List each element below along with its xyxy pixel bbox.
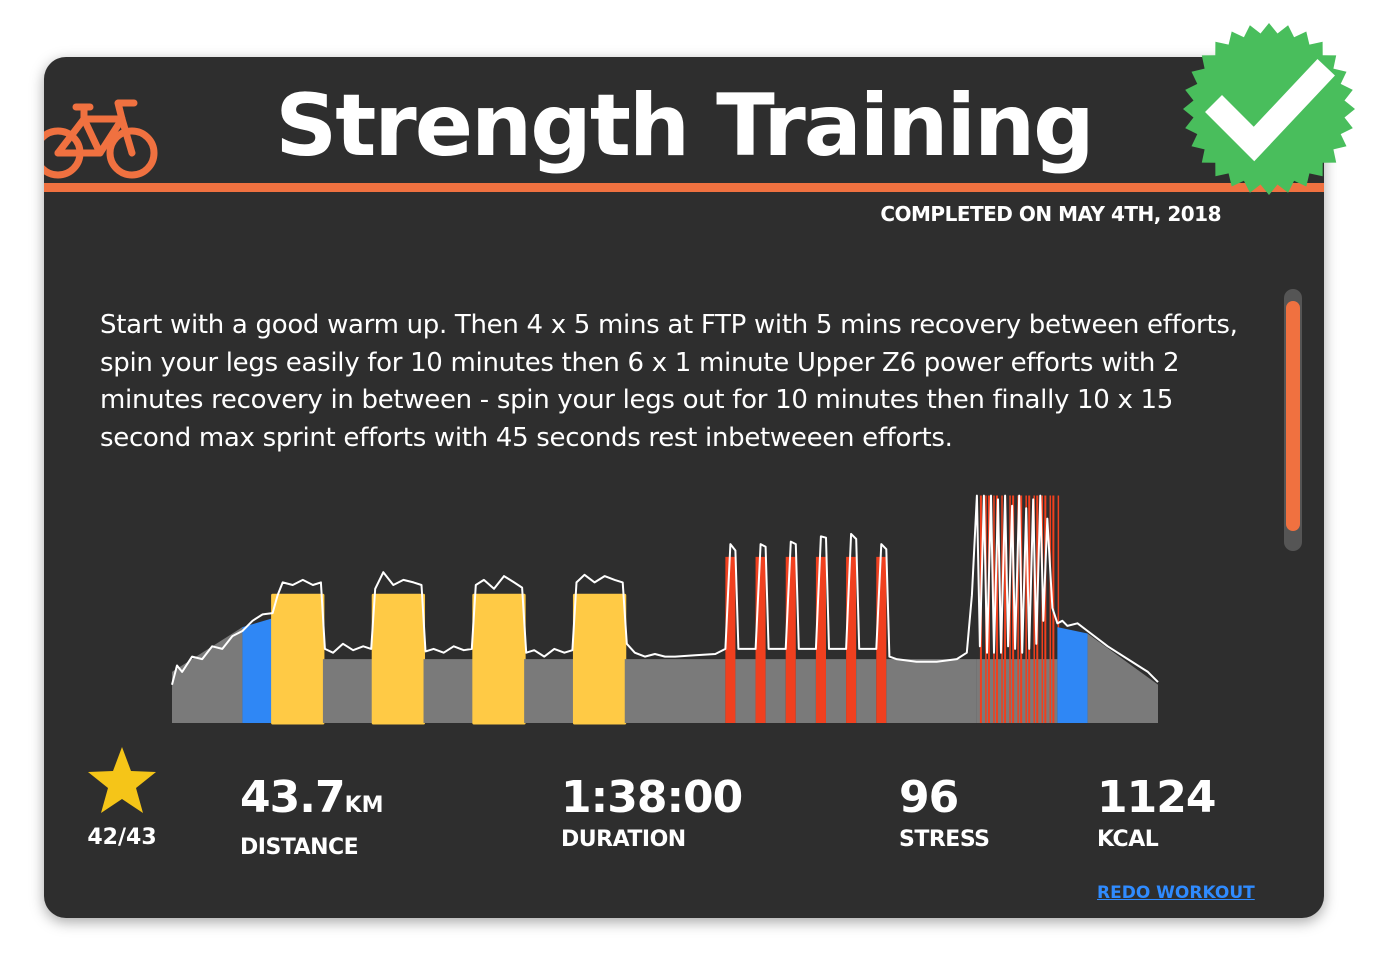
segment-threshold-2 (271, 593, 325, 725)
segment-recovery-13 (765, 659, 786, 723)
distance-value: 43.7 (240, 772, 346, 823)
segment-anaerobic-16 (815, 556, 826, 723)
segment-cooldown-ramp-24 (1087, 633, 1158, 723)
power-trace-line (171, 494, 1159, 685)
header-divider (44, 183, 1324, 192)
segment-recovery-11 (735, 659, 756, 723)
distance-value-row: 43.7KM (240, 773, 384, 831)
kcal-label: KCAL (1097, 827, 1159, 852)
workout-description: Start with a good warm up. Then 4 x 5 mi… (100, 310, 1238, 453)
bike-icon (44, 99, 158, 179)
segment-warmup-1 (242, 618, 273, 723)
distance-stat: 43.7KM DISTANCE (240, 773, 384, 861)
segment-anaerobic-20 (876, 556, 887, 723)
segment-anaerobic-12 (755, 556, 766, 723)
segment-recovery-21 (886, 659, 977, 723)
workout-title: Strength Training (275, 76, 1094, 176)
segment-threshold-6 (472, 593, 526, 725)
segment-recovery-19 (856, 659, 877, 723)
stress-value: 96 (899, 772, 959, 823)
duration-label: DURATION (561, 827, 686, 852)
duration-stat: 1:38:00 DURATION (561, 772, 743, 853)
segment-threshold-4 (371, 593, 426, 725)
redo-workout-link[interactable]: REDO WORKOUT (1097, 883, 1255, 903)
segment-recovery-3 (322, 659, 374, 723)
stress-label: STRESS (899, 827, 990, 852)
completed-date: COMPLETED ON MAY 4TH, 2018 (880, 202, 1221, 226)
workout-summary-card: Strength Training COMPLETED ON MAY 4TH, … (44, 57, 1324, 918)
kcal-value: 1124 (1097, 772, 1216, 823)
distance-label: DISTANCE (240, 835, 359, 860)
segment-cooldown-23 (1057, 627, 1088, 723)
segment-anaerobic-10 (725, 556, 736, 723)
segment-sprints-22 (976, 659, 1058, 723)
segment-recovery-17 (825, 659, 847, 723)
segment-recovery-5 (423, 659, 474, 723)
segment-anaerobic-14 (785, 556, 796, 723)
star-icon (88, 747, 156, 813)
distance-unit: KM (344, 793, 384, 818)
check-badge-icon (1183, 23, 1355, 195)
star-count: 42/43 (87, 825, 157, 850)
kcal-stat: 1124 KCAL (1097, 772, 1216, 853)
segment-threshold-8 (572, 593, 627, 725)
stress-stat: 96 STRESS (899, 772, 990, 853)
scrollbar-thumb[interactable] (1286, 301, 1300, 531)
segment-anaerobic-18 (846, 556, 857, 723)
segment-recovery-9 (624, 659, 726, 723)
segment-recovery-7 (524, 659, 575, 723)
scrollbar[interactable] (1284, 289, 1302, 551)
segment-recovery-15 (795, 659, 816, 723)
segment-warmup-ramp-0 (172, 627, 243, 723)
duration-value: 1:38:00 (561, 772, 743, 823)
